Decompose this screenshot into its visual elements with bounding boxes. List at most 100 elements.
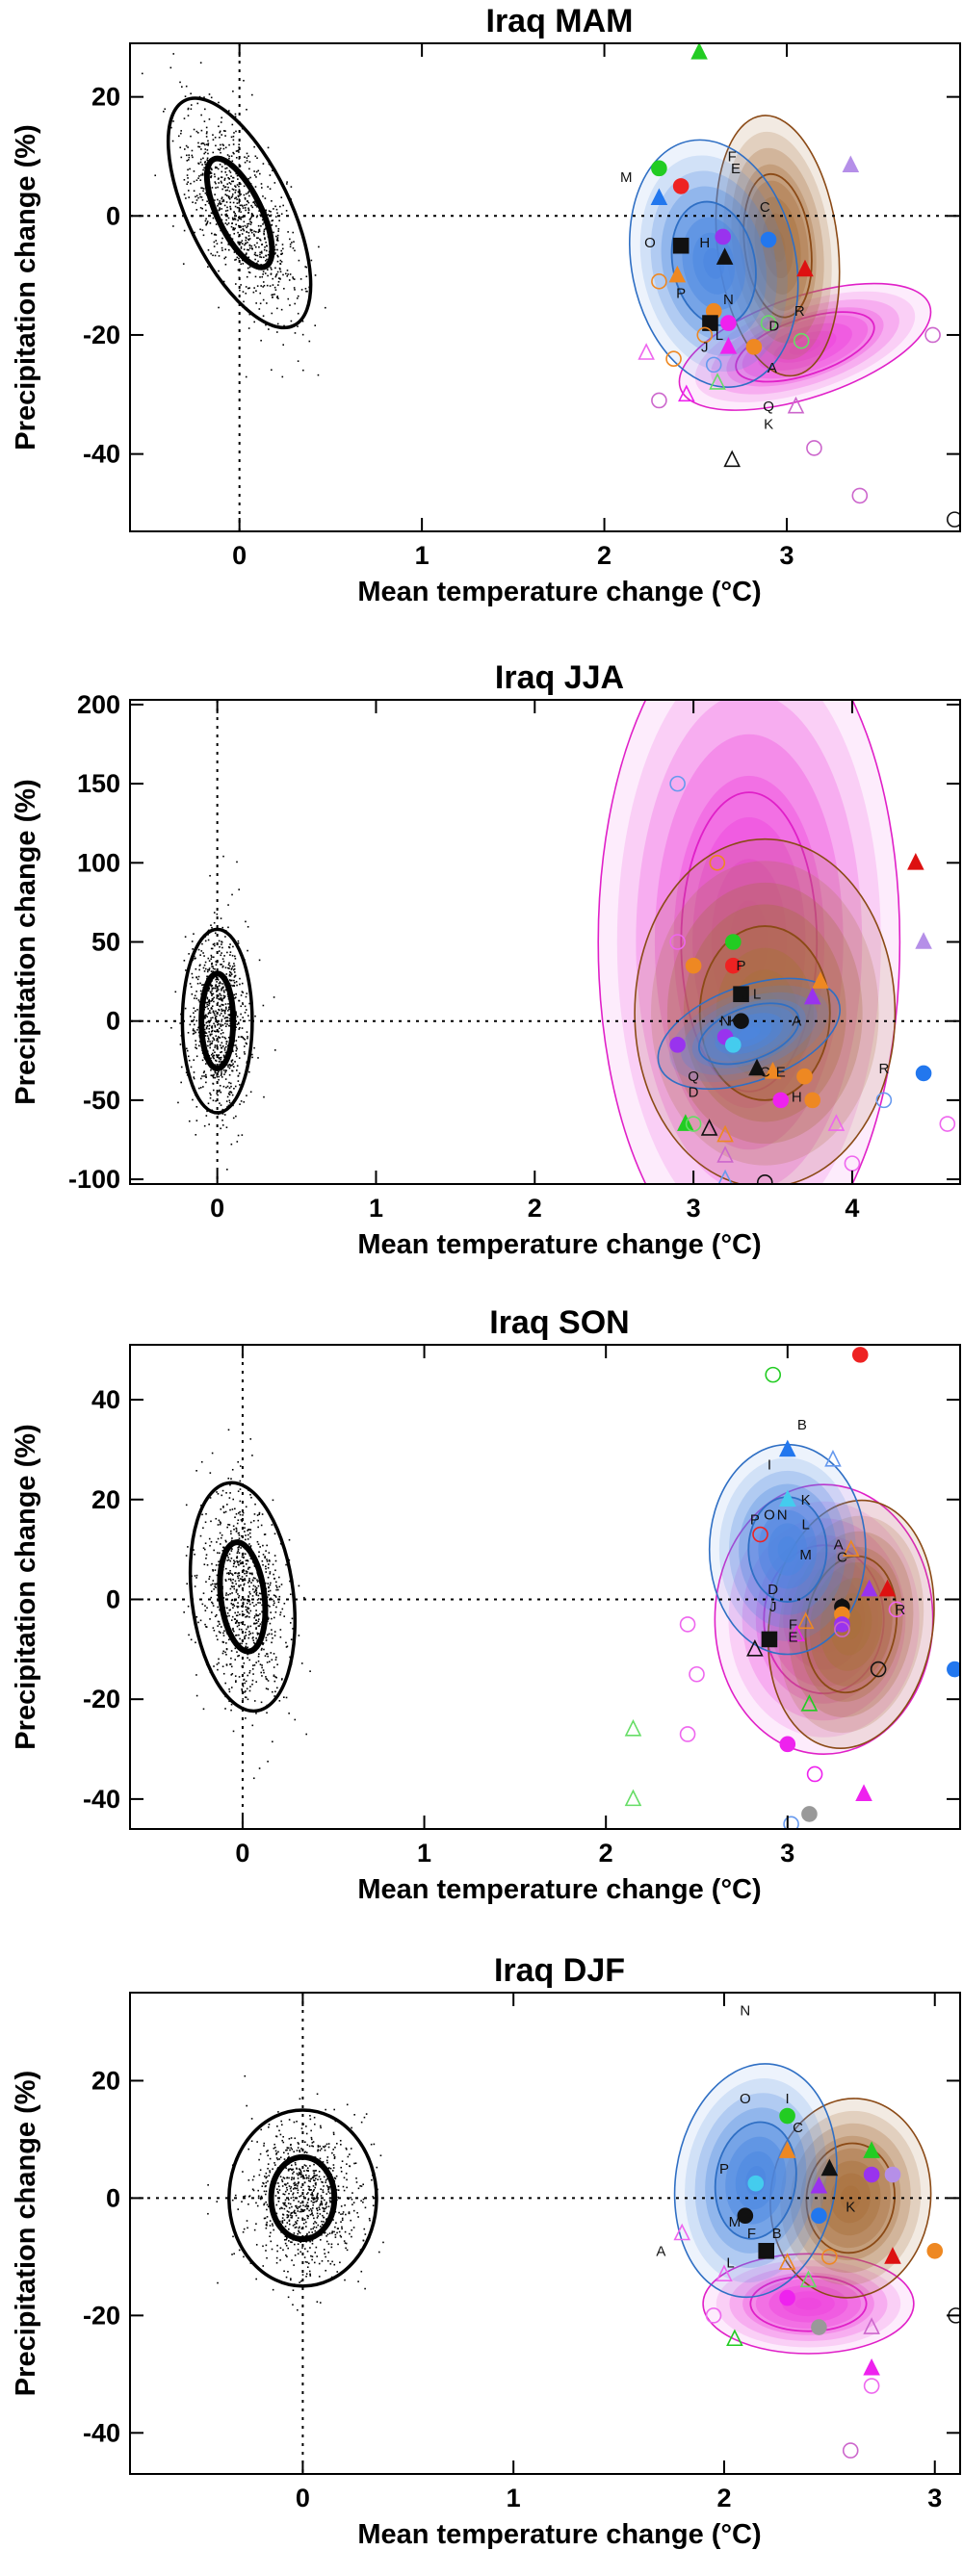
model-marker <box>796 259 814 277</box>
model-marker <box>779 2289 795 2306</box>
model-marker <box>783 1816 799 1829</box>
model-letter: D <box>768 1582 778 1598</box>
model-marker <box>778 2253 796 2270</box>
x-tick-label: 3 <box>780 1839 794 1868</box>
model-marker <box>765 1366 782 1383</box>
y-tick-label: -20 <box>83 321 120 349</box>
x-tick-label: 4 <box>845 1194 859 1223</box>
model-marker <box>651 392 667 409</box>
model-marker <box>745 339 763 355</box>
y-tick-label: 40 <box>91 1385 120 1414</box>
model-markers <box>673 2107 960 2459</box>
model-letter: K <box>801 1492 811 1508</box>
model-marker <box>689 1665 705 1683</box>
x-tick-label: 1 <box>507 2484 521 2512</box>
model-marker <box>690 43 708 60</box>
model-marker <box>696 326 714 344</box>
model-marker <box>651 160 667 177</box>
model-marker <box>860 1579 878 1597</box>
y-tick-label: -20 <box>83 2301 120 2330</box>
model-letter: M <box>729 2214 742 2230</box>
y-tick-label: 20 <box>91 83 120 112</box>
model-marker <box>758 2242 775 2259</box>
axes-frame <box>129 1344 961 1830</box>
model-marker <box>810 2176 828 2194</box>
x-tick-label: 3 <box>927 2484 942 2512</box>
model-marker <box>733 1013 749 1029</box>
model-marker <box>678 384 695 402</box>
ellipse-blue <box>708 1443 867 1656</box>
model-marker <box>827 1114 846 1131</box>
model-marker <box>915 932 932 949</box>
model-letter: L <box>726 2254 734 2271</box>
y-tick-label: 100 <box>77 848 120 877</box>
model-letter: E <box>731 161 741 177</box>
chart-title: Iraq JJA <box>495 659 624 696</box>
model-letter: A <box>768 360 777 376</box>
model-letter: L <box>801 1517 809 1533</box>
model-marker <box>863 2357 880 2376</box>
model-marker <box>779 2107 795 2125</box>
model-letter: N <box>740 2002 750 2019</box>
y-tick-label: 20 <box>91 2066 120 2095</box>
model-marker <box>672 178 690 194</box>
model-marker <box>709 855 726 871</box>
y-tick-label: -20 <box>83 1685 120 1713</box>
x-axis-label: Mean temperature change (°C) <box>357 577 761 607</box>
model-marker <box>947 511 960 528</box>
model-letter: R <box>794 303 805 320</box>
model-letter: N <box>723 292 734 308</box>
model-marker <box>726 2329 743 2347</box>
y-tick-label: 20 <box>91 1485 120 1514</box>
model-marker <box>650 188 668 206</box>
model-marker <box>821 2249 838 2265</box>
model-letter: K <box>764 417 773 433</box>
model-letter: I <box>786 2091 790 2107</box>
model-letter: H <box>792 1090 802 1106</box>
y-tick-label: 0 <box>106 1584 120 1613</box>
model-marker <box>834 1621 850 1637</box>
model-letter: L <box>716 327 723 344</box>
model-letter: N <box>720 1014 731 1030</box>
y-tick-label: -40 <box>83 1785 120 1814</box>
model-marker <box>725 957 742 974</box>
model-marker <box>725 1037 742 1053</box>
model-marker <box>878 1579 897 1597</box>
model-marker <box>624 1789 642 1807</box>
ellipse-magenta <box>597 700 901 1184</box>
model-letter: Q <box>688 1069 699 1085</box>
model-marker <box>812 971 829 989</box>
model-marker <box>800 1694 819 1712</box>
model-letter: O <box>740 2091 751 2107</box>
model-marker <box>624 1718 642 1737</box>
y-tick-label: 0 <box>106 1007 120 1036</box>
model-letter: E <box>788 1629 797 1645</box>
model-markers <box>638 43 960 528</box>
x-tick-label: 3 <box>687 1194 701 1223</box>
model-marker <box>747 2175 765 2192</box>
x-tick-label: 2 <box>597 541 612 570</box>
model-letter: R <box>895 1602 905 1618</box>
x-tick-label: 0 <box>210 1194 224 1223</box>
model-letter: Q <box>763 399 774 415</box>
model-marker <box>720 315 737 331</box>
y-tick-label: 200 <box>77 690 120 719</box>
model-marker <box>705 2307 722 2324</box>
model-marker <box>716 1146 734 1163</box>
model-marker <box>804 1092 821 1109</box>
model-marker <box>716 1124 734 1143</box>
model-marker <box>811 2319 827 2335</box>
model-marker <box>746 1639 764 1657</box>
model-letter: O <box>644 235 656 251</box>
x-tick-label: 2 <box>716 2484 731 2512</box>
model-letter: C <box>793 2120 803 2136</box>
model-marker <box>884 2247 901 2264</box>
model-letter: B <box>797 1417 807 1433</box>
y-tick-label: -100 <box>68 1165 120 1194</box>
model-letter: D <box>768 319 779 335</box>
variability-ellipse-inner <box>203 155 275 270</box>
model-marker <box>705 356 722 374</box>
model-marker <box>748 1058 766 1076</box>
